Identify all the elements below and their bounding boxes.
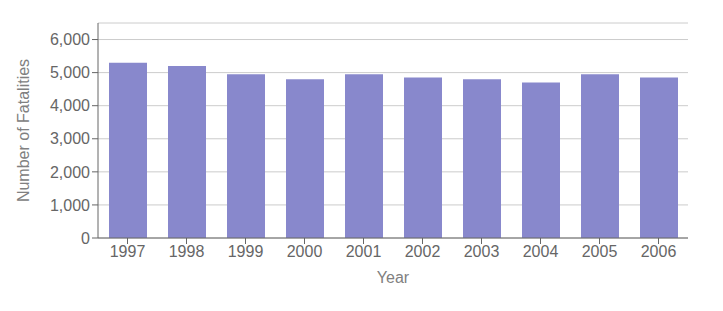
svg-text:Number of Fatalities: Number of Fatalities: [15, 59, 32, 202]
svg-text:2000: 2000: [287, 243, 323, 260]
svg-text:2001: 2001: [346, 243, 382, 260]
svg-text:2004: 2004: [523, 243, 559, 260]
svg-text:5,000: 5,000: [50, 64, 90, 81]
svg-text:0: 0: [81, 230, 90, 247]
svg-text:1998: 1998: [169, 243, 205, 260]
svg-text:2003: 2003: [464, 243, 500, 260]
svg-text:1999: 1999: [228, 243, 264, 260]
svg-text:3,000: 3,000: [50, 130, 90, 147]
svg-text:2,000: 2,000: [50, 164, 90, 181]
svg-text:2006: 2006: [641, 243, 677, 260]
svg-text:4,000: 4,000: [50, 97, 90, 114]
svg-text:1997: 1997: [110, 243, 146, 260]
svg-text:6,000: 6,000: [50, 31, 90, 48]
svg-text:1,000: 1,000: [50, 197, 90, 214]
svg-text:Year: Year: [377, 269, 410, 286]
svg-text:2002: 2002: [405, 243, 441, 260]
svg-text:2005: 2005: [582, 243, 618, 260]
